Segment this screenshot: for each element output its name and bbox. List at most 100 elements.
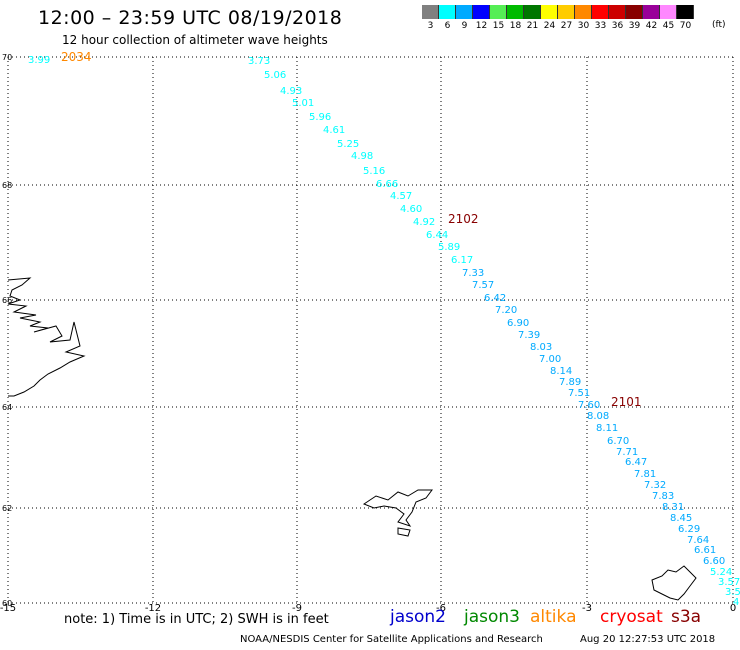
wave-height-value: 3.5 [725, 587, 740, 598]
wave-height-points: 3.99 3.73 5.06 4.935.01 5.96 4.61 5.254.98 5.16… [28, 55, 740, 608]
legend-swatch [626, 5, 643, 19]
satellite-name: jason2 [390, 607, 446, 627]
wave-height-value: 8.11 [596, 423, 618, 434]
wave-height-value: 6.42 [484, 293, 506, 304]
wave-height-value: 6.44 [426, 230, 448, 241]
wave-height-value: 4.93 [280, 86, 302, 97]
wave-height-value: 7.71 [616, 447, 638, 458]
legend-label: 9 [461, 21, 468, 31]
wave-height-value: 6.66 [376, 179, 398, 190]
wave-height-value: 6.60 [703, 556, 725, 567]
wave-height-value: 6.70 [607, 436, 629, 447]
wave-height-value: 5.96 [309, 112, 331, 123]
wave-height-value: 8.14 [550, 366, 572, 377]
wave-height-value: 8.31 [662, 502, 684, 513]
legend-swatch [456, 5, 473, 19]
satellite-name: altika [530, 607, 577, 627]
wave-height-value: 7.57 [472, 280, 494, 291]
legend-swatch [473, 5, 490, 19]
wave-height-value: 7.00 [539, 354, 561, 365]
legend-label: 3 [427, 21, 434, 31]
legend-swatch [422, 5, 439, 19]
wave-height-value: 8.45 [670, 513, 692, 524]
wave-height-value: 4.57 [390, 191, 412, 202]
x-tick-label: 0 [730, 603, 736, 614]
color-legend: 3 6 9 12 15 18 21 24 27 30 33 36 39 42 45 70 [422, 5, 694, 31]
legend-label: 24 [543, 21, 556, 31]
legend-label: 30 [577, 21, 590, 31]
coastline-faroe [362, 489, 433, 537]
page-title: 12:00 – 23:59 UTC 08/19/2018 [38, 7, 343, 29]
wave-height-value: 3.99 [28, 55, 50, 66]
wave-height-value: 5.89 [438, 242, 460, 253]
wave-height-value: 8.03 [530, 342, 552, 353]
wave-height-value: 6.90 [507, 318, 529, 329]
x-tick-label: -6 [436, 603, 446, 614]
footer-timestamp: Aug 20 12:27:53 UTC 2018 [580, 634, 716, 645]
wave-height-value: 7.32 [644, 480, 666, 491]
wave-height-value: 6.29 [678, 524, 700, 535]
legend-swatch [660, 5, 677, 19]
x-tick-label: -15 [0, 603, 16, 614]
legend-swatch [490, 5, 507, 19]
wave-height-value: 5.16 [363, 166, 385, 177]
legend-label: 12 [475, 21, 488, 31]
legend-label: 42 [645, 21, 658, 31]
legend-swatch [592, 5, 609, 19]
coastline-shetland [651, 565, 697, 601]
y-tick-label: 66 [2, 296, 12, 305]
wave-height-value: 7.83 [652, 491, 674, 502]
wave-height-value: 6.17 [451, 255, 473, 266]
wave-height-value: 4 [733, 597, 739, 608]
legend-label: 39 [628, 21, 641, 31]
legend-label: 6 [444, 21, 451, 31]
pass-time-label: 2102 [448, 212, 479, 226]
legend-swatch [507, 5, 524, 19]
wave-height-value: 7.64 [687, 535, 709, 546]
wave-height-value: 4.60 [400, 204, 422, 215]
legend-swatch [609, 5, 626, 19]
wave-height-value: 5.01 [292, 98, 314, 109]
wave-height-value: 7.33 [462, 268, 484, 279]
wave-height-value: 8.08 [587, 411, 609, 422]
wave-height-value: 7.20 [495, 305, 517, 316]
wave-height-value: 7.39 [518, 330, 540, 341]
pass-time-label: 2034 [61, 50, 92, 64]
legend-swatch [524, 5, 541, 19]
satellite-name: cryosat [600, 607, 663, 627]
legend-unit: (ft) [712, 20, 726, 30]
y-tick-label: 70 [2, 53, 12, 62]
wave-height-value: 5.24 [710, 567, 732, 578]
legend-swatch [558, 5, 575, 19]
pass-labels: 2034 2102 2101 [61, 50, 642, 409]
wave-height-value: 4.98 [351, 151, 373, 162]
axis-labels: -15 -12 -9 -6 -3 0 70 68 66 64 62 60 [0, 53, 736, 614]
coastline-iceland [7, 277, 86, 397]
wave-height-value: 5.06 [264, 70, 286, 81]
page-subtitle: 12 hour collection of altimeter wave hei… [62, 33, 328, 47]
wave-height-value: 7.81 [634, 469, 656, 480]
legend-label: 21 [526, 21, 539, 31]
legend-swatch [677, 5, 694, 19]
legend-swatch [643, 5, 660, 19]
wave-height-value: 7.60 [578, 400, 600, 411]
legend-label: 27 [560, 21, 573, 31]
legend-labels: 3 6 9 12 15 18 21 24 27 30 33 36 39 42 45 70 [422, 21, 694, 31]
wave-height-value: 5.25 [337, 139, 359, 150]
wave-height-value: 4.92 [413, 217, 435, 228]
pass-time-label: 2101 [611, 395, 642, 409]
legend-label: 36 [611, 21, 624, 31]
legend-label: 45 [662, 21, 675, 31]
wave-height-value: 3.73 [248, 56, 270, 67]
legend-label: 70 [679, 21, 692, 31]
wave-height-value: 4.61 [323, 125, 345, 136]
y-tick-label: 62 [2, 504, 12, 513]
legend-label: 18 [509, 21, 522, 31]
map-grid [7, 56, 734, 604]
y-tick-label: 60 [2, 599, 12, 608]
note-text: note: 1) Time is in UTC; 2) SWH is in fe… [64, 612, 329, 627]
legend-swatch [541, 5, 558, 19]
satellite-name: s3a [671, 607, 702, 627]
footer-credit: NOAA/NESDIS Center for Satellite Applica… [240, 634, 543, 645]
